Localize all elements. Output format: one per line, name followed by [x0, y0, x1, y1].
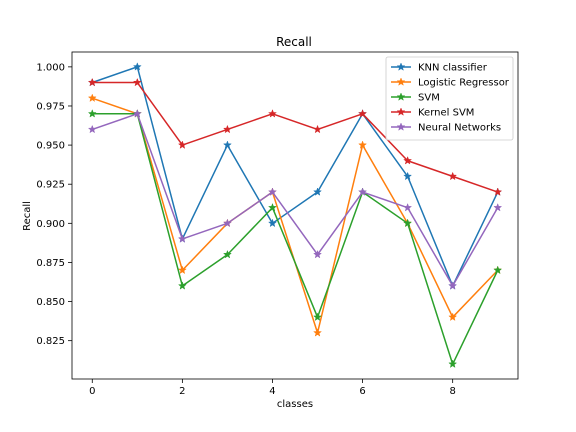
- data-point-marker: [448, 171, 458, 181]
- data-point-marker: [403, 156, 413, 165]
- data-point-marker: [313, 312, 323, 322]
- data-point-marker: [313, 124, 323, 134]
- data-point-marker: [493, 202, 503, 212]
- data-point-marker: [87, 93, 97, 102]
- legend-label: Kernel SVM: [418, 108, 474, 119]
- y-tick-label: 0.975: [36, 101, 65, 112]
- y-axis-ticks: 0.825 0.850 0.875 0.900 0.925 0.950 0.975 1.000: [36, 62, 72, 347]
- plot-area: [87, 62, 503, 368]
- legend-label: KNN classifier: [418, 63, 488, 74]
- chart-title: Recall: [276, 35, 312, 49]
- legend-item: Logistic Regressor: [391, 77, 510, 89]
- data-point-marker: [222, 249, 232, 259]
- data-point-marker: [222, 124, 232, 134]
- data-point-marker: [313, 187, 323, 196]
- x-axis-ticks: 0 2 4 6 8: [89, 379, 456, 397]
- data-point-marker: [132, 77, 142, 87]
- data-point-marker: [403, 218, 413, 228]
- data-point-marker: [87, 77, 97, 87]
- x-tick-label: 6: [359, 386, 365, 397]
- data-point-marker: [358, 109, 368, 118]
- data-point-marker: [358, 187, 368, 196]
- data-point-marker: [267, 202, 277, 212]
- data-point-marker: [448, 312, 458, 322]
- y-tick-label: 0.950: [36, 141, 65, 152]
- y-axis-label: Recall: [22, 201, 33, 231]
- legend-box: [385, 56, 514, 141]
- x-tick-label: 4: [269, 386, 275, 397]
- data-point-marker: [132, 109, 142, 118]
- legend-item: Neural Networks: [391, 122, 501, 134]
- data-point-marker: [267, 109, 277, 118]
- data-point-marker: [403, 202, 413, 212]
- x-tick-label: 0: [89, 386, 95, 397]
- legend-label: Logistic Regressor: [418, 78, 510, 89]
- data-point-marker: [493, 265, 503, 275]
- data-point-marker: [493, 187, 503, 196]
- legend-marker: [396, 77, 406, 86]
- x-tick-label: 8: [449, 386, 455, 397]
- legend-marker: [396, 92, 406, 101]
- y-tick-label: 0.875: [36, 258, 65, 269]
- legend-marker: [396, 62, 406, 71]
- series-line: [92, 66, 499, 287]
- data-point-marker: [267, 187, 277, 196]
- data-point-marker: [448, 281, 458, 290]
- x-tick-label: 2: [179, 386, 185, 397]
- y-tick-label: 0.850: [36, 297, 65, 308]
- data-point-marker: [358, 140, 368, 149]
- data-point-marker: [222, 140, 232, 149]
- series-3: [87, 77, 503, 196]
- data-point-marker: [313, 328, 323, 337]
- series-4: [87, 109, 503, 290]
- data-point-marker: [448, 359, 458, 368]
- data-point-marker: [87, 124, 97, 134]
- data-point-marker: [177, 234, 187, 243]
- legend-item: Kernel SVM: [391, 107, 474, 119]
- legend-item: SVM: [391, 92, 440, 104]
- series-line: [92, 113, 499, 365]
- data-point-marker: [222, 218, 232, 228]
- legend-label: SVM: [418, 93, 440, 104]
- series-line: [92, 113, 499, 287]
- data-point-marker: [177, 281, 187, 290]
- y-tick-label: 0.925: [36, 180, 65, 191]
- data-point-marker: [267, 218, 277, 228]
- y-tick-label: 1.000: [36, 62, 65, 73]
- legend-item: KNN classifier: [391, 62, 488, 74]
- y-tick-label: 0.900: [36, 219, 65, 230]
- y-tick-label: 0.825: [36, 336, 65, 347]
- legend-label: Neural Networks: [418, 123, 501, 134]
- x-axis-label: classes: [277, 399, 313, 410]
- legend-marker: [396, 107, 406, 116]
- axes-frame: [71, 51, 519, 380]
- data-point-marker: [403, 171, 413, 181]
- data-point-marker: [87, 109, 97, 118]
- data-point-marker: [313, 249, 323, 259]
- data-point-marker: [177, 265, 187, 275]
- data-point-marker: [132, 62, 142, 71]
- series-line: [92, 81, 498, 193]
- legend: KNN classifier Logistic Regressor SVM Kerne…: [385, 56, 514, 141]
- data-point-marker: [177, 140, 187, 149]
- legend-marker: [396, 122, 406, 131]
